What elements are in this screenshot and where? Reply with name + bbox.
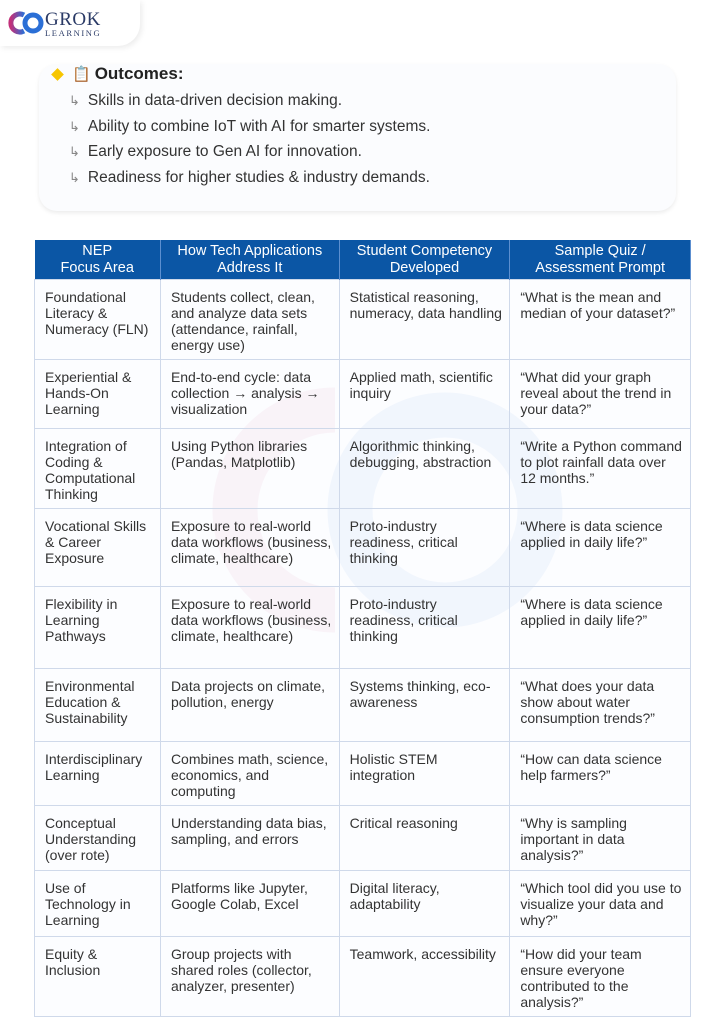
table-cell: Algorithmic thinking, debugging, abstrac… — [338, 428, 511, 509]
table-cell: “What is the mean and median of your dat… — [509, 279, 691, 360]
table-cell: “Where is data science applied in daily … — [509, 508, 691, 587]
table-row: Equity & Inclusion Group projects with sh… — [34, 936, 691, 1017]
table-row: Integration of Coding & Computational Th… — [34, 428, 691, 509]
column-header: Student Competency Developed — [339, 240, 511, 280]
table-cell: Exposure to real-world data workflows (b… — [159, 508, 340, 587]
table-cell: Platforms like Jupyter, Google Colab, Ex… — [159, 870, 340, 937]
logo: GROK LEARNING — [0, 0, 140, 46]
table-cell: Equity & Inclusion — [34, 936, 161, 1017]
list-item: ↳ Skills in data-driven decision making. — [69, 92, 343, 109]
column-header: How Tech Applications Address It — [160, 240, 340, 280]
nep-table: NEP Focus Area How Tech Applications Addr… — [34, 240, 691, 1017]
arrow-icon: ↳ — [69, 93, 80, 108]
diamond-icon — [51, 67, 64, 81]
table-cell: Students collect, clean, and analyze dat… — [159, 279, 340, 360]
outcomes-card: 📋 Outcomes: ↳ Skills in data-driven decis… — [39, 64, 676, 211]
table-cell: Exposure to real-world data workflows (b… — [159, 586, 340, 669]
column-header: NEP Focus Area — [34, 240, 161, 280]
table-row: Foundational Literacy & Numeracy (FLN) St… — [34, 279, 691, 360]
list-item: ↳ Readiness for higher studies & industry… — [69, 168, 430, 186]
list-item: ↳ Early exposure to Gen AI for innovation… — [69, 143, 362, 160]
table-cell: “Why is sampling important in data analy… — [509, 805, 691, 871]
table-row: Flexibility in Learning Pathways Exposure… — [34, 586, 691, 669]
table-cell: Conceptual Understanding (over rote) — [34, 805, 161, 871]
table-row: Vocational Skills & Career Exposure Expos… — [34, 508, 691, 587]
table-cell: Foundational Literacy & Numeracy (FLN) — [34, 279, 161, 360]
arrow-icon: ↳ — [69, 169, 80, 185]
table-cell: “Write a Python command to plot rainfall… — [509, 428, 691, 509]
table-cell: Proto-industry readiness, critical think… — [338, 586, 511, 669]
outcomes-list: ↳ Skills in data-driven decision making. … — [69, 88, 430, 190]
table-cell: Systems thinking, eco-awareness — [338, 668, 511, 742]
table-cell: Holistic STEM integration — [338, 741, 511, 806]
table-row: Interdisciplinary Learning Combines math,… — [34, 741, 691, 806]
logo-subtitle: LEARNING — [45, 28, 102, 38]
table-cell: Vocational Skills & Career Exposure — [34, 508, 161, 587]
table-cell: Flexibility in Learning Pathways — [34, 586, 161, 669]
table-cell: “What does your data show about water co… — [509, 668, 691, 742]
table-cell: Experiential & Hands-On Learning — [34, 359, 161, 429]
table-cell: “Which tool did you use to visualize you… — [509, 870, 691, 937]
table-cell: Using Python libraries (Pandas, Matplotl… — [159, 428, 340, 509]
arrow-icon: ↳ — [69, 118, 80, 134]
table-cell: Interdisciplinary Learning — [34, 741, 161, 806]
table-cell: Critical reasoning — [338, 805, 511, 871]
logo-name: GROK — [45, 9, 101, 30]
table-row: Experiential & Hands-On Learning End-to-e… — [34, 359, 691, 429]
table-row: Use of Technology in Learning Platforms l… — [34, 870, 691, 937]
table-cell: Proto-industry readiness, critical think… — [338, 508, 511, 587]
table-cell: End-to-end cycle: data collection → anal… — [159, 359, 340, 429]
logo-mark-icon — [8, 11, 44, 35]
table-cell: Teamwork, accessibility — [338, 936, 511, 1017]
clipboard-icon: 📋 — [72, 66, 91, 83]
table-row: Environmental Education & Sustainability… — [34, 668, 691, 742]
table-cell: Use of Technology in Learning — [34, 870, 161, 937]
table-cell: Understanding data bias, sampling, and e… — [159, 805, 340, 871]
column-header: Sample Quiz / Assessment Prompt — [509, 240, 691, 280]
arrow-icon: ↳ — [69, 144, 80, 159]
table-cell: Integration of Coding & Computational Th… — [34, 428, 161, 509]
table-cell: Group projects with shared roles (collec… — [159, 936, 340, 1017]
table-cell: Statistical reasoning, numeracy, data ha… — [338, 279, 511, 360]
table-cell: Environmental Education & Sustainability — [34, 668, 161, 742]
table-cell: Applied math, scientific inquiry — [338, 359, 511, 429]
table-cell: Digital literacy, adaptability — [338, 870, 511, 937]
outcomes-title: Outcomes: — [94, 64, 184, 83]
table-row: Conceptual Understanding (over rote) Unde… — [34, 805, 691, 871]
table-cell: Combines math, science, economics, and c… — [159, 741, 340, 806]
table-cell: “What did your graph reveal about the tr… — [509, 359, 691, 429]
outcomes-heading: 📋 Outcomes: — [51, 64, 184, 84]
table-cell: Data projects on climate, pollution, ene… — [159, 668, 340, 742]
table-cell: “How did your team ensure everyone contr… — [509, 936, 691, 1017]
table-cell: “How can data science help farmers?” — [509, 741, 691, 806]
list-item: ↳ Ability to combine IoT with AI for smar… — [69, 117, 431, 135]
table-cell: “Where is data science applied in daily … — [509, 586, 691, 669]
